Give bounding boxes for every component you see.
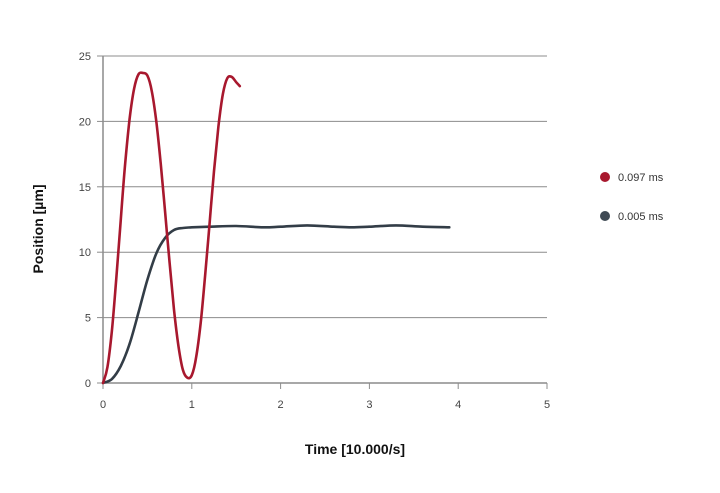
legend-item-0097ms[interactable]: 0.097 ms: [600, 172, 664, 184]
x-tick-label: 5: [544, 399, 550, 411]
x-tick-label: 0: [100, 399, 106, 411]
legend-label: 0.097 ms: [618, 172, 664, 184]
y-tick-label: 0: [85, 378, 91, 390]
series-line-1: [101, 224, 451, 385]
x-tick-label: 4: [455, 399, 461, 411]
legend-item-0005ms[interactable]: 0.005 ms: [600, 211, 664, 223]
y-tick-label: 25: [79, 51, 91, 63]
x-tick-label: 2: [278, 399, 284, 411]
legend-marker-red-icon: [600, 172, 610, 182]
y-tick-label: 5: [85, 313, 91, 325]
legend: 0.097 ms 0.005 ms: [600, 172, 664, 223]
series-line-0: [101, 71, 242, 385]
legend-label: 0.005 ms: [618, 211, 664, 223]
legend-marker-dark-icon: [600, 211, 610, 221]
y-axis-title: Position [µm]: [30, 185, 46, 274]
gridlines: [103, 55, 547, 319]
axes: [102, 56, 547, 384]
y-tick-label: 10: [79, 247, 91, 259]
series-lines: [101, 71, 451, 385]
x-tick-label: 1: [189, 399, 195, 411]
y-tick-label: 15: [79, 182, 91, 194]
x-tick-label: 3: [366, 399, 372, 411]
y-tick-label: 20: [79, 116, 91, 128]
x-axis-title: Time [10.000/s]: [305, 441, 405, 457]
x-axis-ticks: 0 1 2 3 4 5: [100, 383, 550, 411]
y-axis-ticks: 0 5 10 15 20 25: [79, 51, 103, 390]
